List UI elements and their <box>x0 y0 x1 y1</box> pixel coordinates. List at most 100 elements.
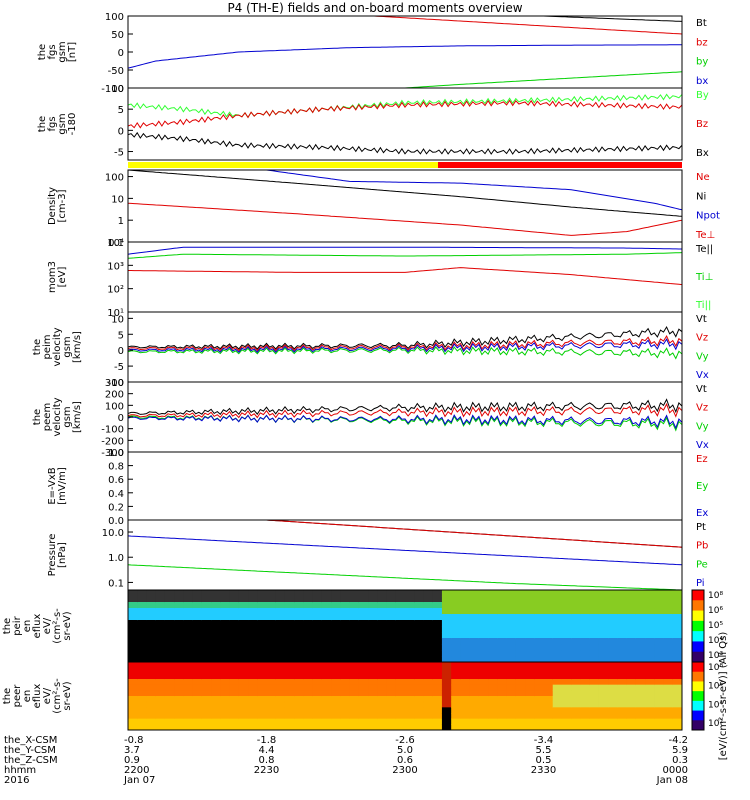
p10-cell <box>201 701 212 708</box>
p9-cell <box>368 644 378 651</box>
p9-cell <box>414 620 424 627</box>
p9-cell <box>220 602 231 609</box>
p10-cell <box>229 667 240 674</box>
p9-cell <box>155 626 166 633</box>
p10-cell <box>164 673 175 680</box>
p9-cell <box>386 650 397 657</box>
p9-cell <box>571 644 581 651</box>
p9-cell <box>525 632 535 639</box>
p9-cell <box>488 632 498 639</box>
p9-cell <box>164 632 175 639</box>
p9-cell <box>229 644 240 651</box>
p9-cell <box>405 650 415 657</box>
p10-cell <box>321 679 332 686</box>
p9-cell <box>515 620 526 627</box>
p9-cell <box>617 596 628 603</box>
p9-cell <box>469 626 480 633</box>
p9-cell <box>229 632 240 639</box>
p1-legend-2: by <box>696 57 708 68</box>
p9-cell <box>552 632 563 639</box>
p10-cell <box>174 673 184 680</box>
p9-cell <box>303 590 314 597</box>
p9-cell <box>377 614 388 621</box>
p9-cell <box>441 620 452 627</box>
p9-cell <box>488 620 498 627</box>
p4-legend-1: Ti⊥ <box>695 272 713 283</box>
p10-cell <box>155 724 166 731</box>
p10-cell <box>405 690 415 697</box>
p10-cell <box>275 667 286 674</box>
p9-cell <box>386 608 397 615</box>
p9-cell <box>238 656 249 663</box>
p9-cell <box>423 644 434 651</box>
p10-cell <box>543 701 554 708</box>
p10-cell <box>478 707 489 714</box>
p9-cell <box>432 626 443 633</box>
p10-cell <box>515 673 526 680</box>
p10-cell <box>663 667 674 674</box>
p9-cell <box>608 608 618 615</box>
p9-cell <box>497 596 508 603</box>
p9-cell <box>534 596 544 603</box>
p10-cell <box>506 684 517 691</box>
p10-cell <box>155 713 166 720</box>
p10-cell <box>340 679 351 686</box>
p10-cell <box>432 684 443 691</box>
p10-cell <box>275 696 286 703</box>
p9-cell <box>672 608 683 615</box>
p10-cell <box>201 718 212 725</box>
p10-cell <box>238 707 249 714</box>
p9-cell <box>340 590 351 597</box>
p10-cell <box>174 707 184 714</box>
p2-series-Bx <box>128 131 682 155</box>
p9-cell <box>672 644 683 651</box>
p10-cell <box>146 701 157 708</box>
p10-cell <box>515 679 526 686</box>
p9-cell <box>358 614 369 621</box>
p10-cell <box>589 718 600 725</box>
p10-cell <box>146 690 157 697</box>
p10-cell <box>405 696 415 703</box>
p10-cell <box>552 690 563 697</box>
p9-cell <box>137 656 147 663</box>
p10-cell <box>497 701 508 708</box>
p10-cell <box>192 724 203 731</box>
p9-cell <box>248 620 258 627</box>
p10-cell <box>617 718 628 725</box>
plot-title: P4 (TH-E) fields and on-board moments ov… <box>227 1 523 15</box>
p10-cell <box>294 662 304 669</box>
p10-cell <box>645 724 655 731</box>
p9-cell <box>478 626 489 633</box>
p9-cell <box>654 638 665 645</box>
p10-cell <box>275 707 286 714</box>
p10-cell <box>395 696 406 703</box>
p10-cell <box>654 662 665 669</box>
p10-cell <box>349 718 360 725</box>
p10-cell <box>340 718 351 725</box>
p8-series-Pi <box>128 564 682 590</box>
p9-cell <box>211 638 221 645</box>
p9-cell <box>395 590 406 597</box>
p9-cell <box>155 602 166 609</box>
p9-cell <box>183 632 194 639</box>
p10-cell <box>174 662 184 669</box>
p10-cell <box>543 707 554 714</box>
p10-cell <box>663 696 674 703</box>
p10-cell <box>497 679 508 686</box>
p9-cell <box>645 602 655 609</box>
p9-cell <box>284 638 295 645</box>
p9-cell <box>497 638 508 645</box>
p10-cell <box>414 667 424 674</box>
p9-cell <box>561 644 572 651</box>
p9-colorbar-tick: 10³ <box>708 651 723 661</box>
p1-ytick: 50 <box>111 30 124 41</box>
p9-cell <box>155 650 166 657</box>
p9-cell <box>331 656 341 663</box>
p9-cell <box>192 656 203 663</box>
p9-cell <box>469 590 480 597</box>
p6-ylabel-0: the <box>32 409 43 425</box>
p9-cell <box>506 590 517 597</box>
p10-cell <box>488 718 498 725</box>
p9-cell <box>451 644 461 651</box>
